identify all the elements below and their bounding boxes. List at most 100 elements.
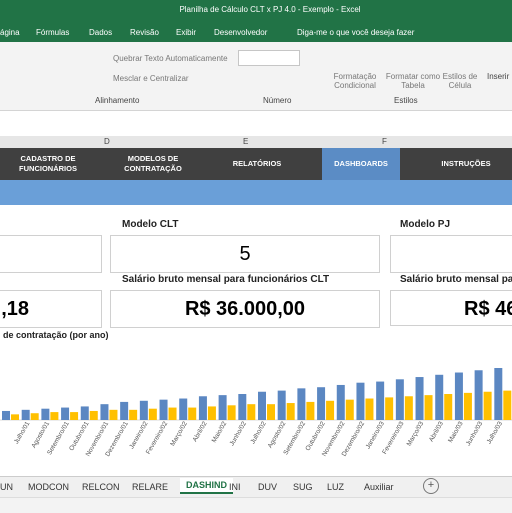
bar <box>61 407 70 420</box>
bar <box>454 372 463 420</box>
bar <box>70 412 79 420</box>
sheet-tab[interactable]: UN <box>0 482 13 492</box>
bar <box>395 379 404 420</box>
x-tick-label: Março/03 <box>406 420 426 447</box>
x-tick-label: Junho/03 <box>465 420 485 447</box>
bar <box>218 395 227 420</box>
bar <box>227 405 236 420</box>
card <box>0 235 102 273</box>
bar <box>247 404 256 420</box>
ribbon-button[interactable]: Formatar como Tabela <box>385 72 441 90</box>
sheet-tab[interactable]: INI <box>229 482 241 492</box>
menu-tab[interactable]: Dados <box>89 28 113 37</box>
bar <box>494 368 503 420</box>
x-tick-label: Abril/03 <box>428 420 445 443</box>
column-header: F <box>382 137 387 146</box>
nav-button[interactable]: DASHBOARDS <box>334 159 388 168</box>
x-tick-label: Agosto/01 <box>30 420 51 449</box>
add-sheet[interactable]: + <box>423 478 439 494</box>
card-value: ,18 <box>0 290 102 328</box>
sheet-tab[interactable]: RELARE <box>132 482 169 492</box>
nav-button[interactable]: INSTRUÇÕES <box>441 159 491 168</box>
bar <box>385 397 394 420</box>
x-tick-label: Outubro/01 <box>68 420 91 452</box>
x-tick-label: Outubro/02 <box>304 420 327 452</box>
menu-tab[interactable]: Fórmulas <box>36 28 70 37</box>
chart-title: de contratação (por ano) <box>3 330 109 340</box>
bar <box>356 382 365 420</box>
bar <box>198 396 207 420</box>
bar <box>120 401 129 420</box>
menu-tab[interactable]: Desenvolvedor <box>214 28 268 37</box>
sheet-tab-bar <box>0 476 512 498</box>
sheet-tab[interactable]: RELCON <box>82 482 120 492</box>
bar <box>424 395 433 420</box>
bar <box>317 387 326 420</box>
nav-button[interactable]: MODELOS DE CONTRATAÇÃO <box>124 154 182 173</box>
card <box>390 235 512 273</box>
sheet-tab[interactable]: DASHIND <box>180 478 234 494</box>
bar <box>415 377 424 420</box>
banner <box>0 180 512 205</box>
bar <box>483 391 492 420</box>
bar <box>11 414 19 420</box>
title-bar <box>0 0 512 42</box>
x-tick-label: Julho/01 <box>13 420 32 445</box>
window-title: Planilha de Cálculo CLT x PJ 4.0 - Exemp… <box>179 5 361 14</box>
bar <box>463 392 472 420</box>
ribbon-button[interactable]: Inserir <box>487 72 510 81</box>
bar <box>148 408 157 420</box>
x-tick-label: Julho/03 <box>486 420 505 445</box>
bar <box>80 406 89 420</box>
sheet-tab[interactable]: LUZ <box>327 482 345 492</box>
group-label: Alinhamento <box>95 96 140 105</box>
bar <box>50 412 59 420</box>
card-title: Modelo PJ <box>400 219 451 230</box>
nav-button[interactable]: RELATÓRIOS <box>232 159 282 168</box>
card-value: 5 <box>110 235 380 273</box>
number-format-box[interactable] <box>238 50 300 66</box>
bar <box>2 410 10 420</box>
bar <box>188 407 197 420</box>
bar <box>168 407 177 420</box>
sheet-tab[interactable]: Auxiliar <box>364 482 394 492</box>
sheet-tab[interactable]: DUV <box>258 482 278 492</box>
column-header: E <box>243 137 249 146</box>
card-title: Salário bruto mensal para funcionários C… <box>122 274 330 285</box>
menu-tab[interactable]: Diga-me o que você deseja fazer <box>297 28 415 37</box>
bar <box>89 410 98 420</box>
card-title: Salário bruto mensal para <box>400 274 512 285</box>
menu-tab[interactable]: ágina <box>0 28 20 37</box>
ribbon-button[interactable]: Mesclar e Centralizar <box>113 74 189 83</box>
bar <box>376 381 385 420</box>
bar <box>30 413 39 420</box>
chart: Julho/01Agosto/01Setembro/01Outubro/01No… <box>0 368 512 458</box>
ribbon-button[interactable]: Formatação Condicional <box>333 72 377 90</box>
bar <box>139 400 148 420</box>
sheet-tab[interactable]: MODCON <box>28 482 69 492</box>
group-label: Estilos <box>394 96 418 105</box>
bar <box>286 403 295 420</box>
bar <box>306 401 315 420</box>
ribbon-button[interactable]: Estilos de Célula <box>442 72 478 90</box>
bar <box>345 399 354 420</box>
bar <box>435 374 444 420</box>
group-label: Número <box>263 96 292 105</box>
bar <box>129 409 138 420</box>
nav-button[interactable]: CADASTRO DE FUNCIONÁRIOS <box>19 154 77 173</box>
bar <box>267 404 275 420</box>
x-tick-label: Julho/02 <box>249 420 268 445</box>
nav-active <box>322 148 400 180</box>
bar <box>21 409 30 420</box>
bar <box>238 394 247 420</box>
x-tick-label: Maio/03 <box>447 420 465 444</box>
x-tick-label: Agosto/02 <box>267 420 288 449</box>
bar <box>41 408 50 420</box>
menu-tab[interactable]: Exibir <box>176 28 197 37</box>
card-value: R$ 46 <box>390 290 512 326</box>
menu-tab[interactable]: Revisão <box>130 28 159 37</box>
x-tick-label: Junho/02 <box>229 420 249 447</box>
sheet-tab[interactable]: SUG <box>293 482 313 492</box>
ribbon-button[interactable]: Quebrar Texto Automaticamente <box>113 54 228 63</box>
column-header: D <box>104 137 110 146</box>
